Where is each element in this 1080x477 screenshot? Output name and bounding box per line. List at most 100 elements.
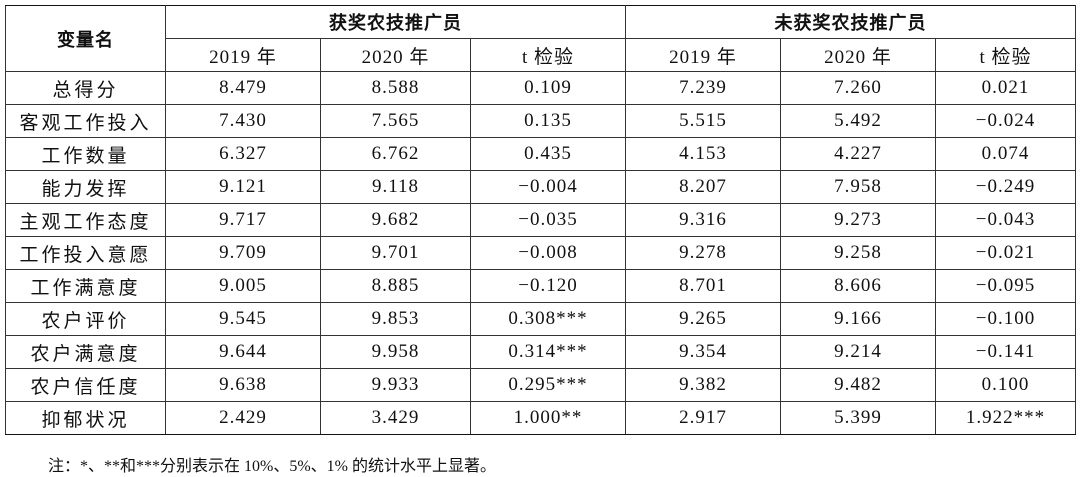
cell: 9.316 [625, 203, 782, 237]
cell: 8.885 [320, 269, 471, 303]
cell: −0.024 [935, 104, 1077, 138]
cell: 9.701 [320, 236, 471, 270]
cell: 2.917 [625, 401, 782, 435]
row-label: 能力发挥 [5, 170, 166, 204]
cell: 9.682 [320, 203, 471, 237]
cell: −0.008 [469, 236, 627, 270]
cell: 9.278 [625, 236, 782, 270]
cell: 0.074 [935, 137, 1077, 171]
cell: 8.207 [625, 170, 782, 204]
row-label: 农户满意度 [5, 335, 166, 369]
cell: 0.295*** [469, 368, 627, 402]
cell: 3.429 [320, 401, 471, 435]
cell: 4.153 [625, 137, 782, 171]
cell: 0.308*** [469, 302, 627, 336]
data-row: 农户信任度 9.638 9.933 0.295*** 9.382 9.482 0.100 [5, 368, 1077, 402]
cell: 7.958 [780, 170, 937, 204]
column-header: 2019 年 [625, 38, 782, 72]
data-row: 能力发挥 9.121 9.118 −0.004 8.207 7.958 −0.249 [5, 170, 1077, 204]
cell: −0.100 [935, 302, 1077, 336]
cell: −0.120 [469, 269, 627, 303]
cell: 1.000** [469, 401, 627, 435]
cell: 7.260 [780, 71, 937, 105]
cell: 1.922*** [935, 401, 1077, 435]
group-header: 未获奖农技推广员 [625, 5, 1077, 39]
cell: 9.717 [165, 203, 321, 237]
cell: 9.958 [320, 335, 471, 369]
column-header: 2019 年 [165, 38, 321, 72]
cell: 0.109 [469, 71, 627, 105]
cell: 9.005 [165, 269, 321, 303]
row-label: 工作数量 [5, 137, 166, 171]
cell: 9.638 [165, 368, 321, 402]
row-label: 工作满意度 [5, 269, 166, 303]
cell: 9.382 [625, 368, 782, 402]
cell: −0.004 [469, 170, 627, 204]
cell: 4.227 [780, 137, 937, 171]
row-label: 抑郁状况 [5, 401, 166, 435]
header-row: 变量名 获奖农技推广员 未获奖农技推广员 [5, 5, 1077, 72]
data-row: 农户评价 9.545 9.853 0.308*** 9.265 9.166 −0.100 [5, 302, 1077, 336]
cell: 0.021 [935, 71, 1077, 105]
cell: 0.314*** [469, 335, 627, 369]
cell: 7.565 [320, 104, 471, 138]
table-note: 注：*、**和***分别表示在 10%、5%、1% 的统计水平上显著。 [48, 458, 496, 475]
row-label: 主观工作态度 [5, 203, 166, 237]
column-header: t 检验 [469, 38, 627, 72]
cell: 5.492 [780, 104, 937, 138]
cell: 5.399 [780, 401, 937, 435]
cell: 6.327 [165, 137, 321, 171]
cell: 9.258 [780, 236, 937, 270]
row-label: 客观工作投入 [5, 104, 166, 138]
column-header: t 检验 [935, 38, 1077, 72]
row-label-header: 变量名 [5, 5, 166, 72]
cell: 9.933 [320, 368, 471, 402]
group-header: 获奖农技推广员 [164, 5, 627, 39]
data-row: 客观工作投入 7.430 7.565 0.135 5.515 5.492 −0.024 [5, 104, 1077, 138]
cell: 0.435 [469, 137, 627, 171]
cell: −0.043 [935, 203, 1077, 237]
cell: 7.239 [625, 71, 782, 105]
data-row: 农户满意度 9.644 9.958 0.314*** 9.354 9.214 −0.141 [5, 335, 1077, 369]
cell: 8.701 [625, 269, 782, 303]
cell: 9.121 [165, 170, 321, 204]
data-row: 工作投入意愿 9.709 9.701 −0.008 9.278 9.258 −0.021 [5, 236, 1077, 270]
cell: 9.118 [320, 170, 471, 204]
column-header: 2020 年 [780, 38, 937, 72]
column-header: 2020 年 [320, 38, 471, 72]
row-label: 总得分 [5, 71, 166, 105]
cell: 8.588 [320, 71, 471, 105]
data-row: 工作数量 6.327 6.762 0.435 4.153 4.227 0.074 [5, 137, 1077, 171]
cell: 2.429 [165, 401, 321, 435]
cell: 9.709 [165, 236, 321, 270]
cell: 9.214 [780, 335, 937, 369]
cell: 8.606 [780, 269, 937, 303]
row-label: 农户评价 [5, 302, 166, 336]
cell: 5.515 [625, 104, 782, 138]
cell: −0.141 [935, 335, 1077, 369]
cell: 0.100 [935, 368, 1077, 402]
cell: 7.430 [165, 104, 321, 138]
cell: −0.249 [935, 170, 1077, 204]
cell: 9.273 [780, 203, 937, 237]
cell: 0.135 [469, 104, 627, 138]
cell: −0.021 [935, 236, 1077, 270]
row-label: 农户信任度 [5, 368, 166, 402]
cell: 9.354 [625, 335, 782, 369]
cell: 9.853 [320, 302, 471, 336]
cell: 9.644 [165, 335, 321, 369]
data-row: 主观工作态度 9.717 9.682 −0.035 9.316 9.273 −0.043 [5, 203, 1077, 237]
cell: 8.479 [165, 71, 321, 105]
row-label: 工作投入意愿 [5, 236, 166, 270]
data-row: 工作满意度 9.005 8.885 −0.120 8.701 8.606 −0.095 [5, 269, 1077, 303]
cell: 6.762 [320, 137, 471, 171]
data-row: 抑郁状况 2.429 3.429 1.000** 2.917 5.399 1.922*** [5, 401, 1077, 435]
cell: 9.265 [625, 302, 782, 336]
cell: −0.035 [469, 203, 627, 237]
data-row: 总得分 8.479 8.588 0.109 7.239 7.260 0.021 [5, 71, 1077, 105]
cell: 9.545 [165, 302, 321, 336]
